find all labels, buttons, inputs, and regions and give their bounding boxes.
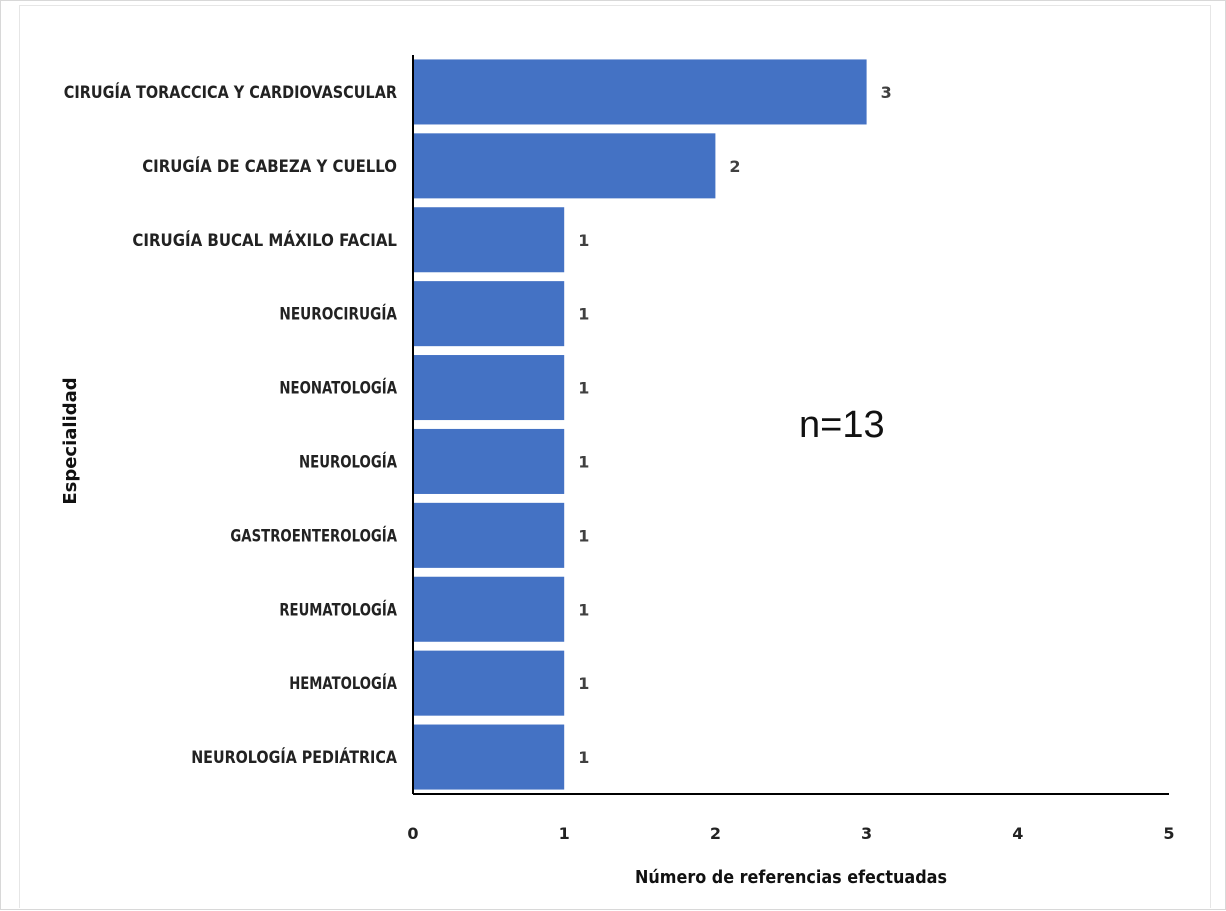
x-tick-label: 4 xyxy=(1012,824,1023,843)
x-tick-label: 2 xyxy=(710,824,721,843)
category-label: GASTROENTEROLOGÍA xyxy=(230,524,397,546)
data-label: 1 xyxy=(578,674,589,693)
category-label: NEONATOLOGÍA xyxy=(279,377,397,399)
x-axis-title: Número de referencias efectuadas xyxy=(635,867,947,888)
x-tick-labels: 0 1 2 3 4 5 xyxy=(407,824,1174,843)
data-label: 1 xyxy=(578,748,589,767)
bar xyxy=(413,59,867,125)
category-label: NEUROCIRUGÍA xyxy=(279,303,397,325)
data-label: 1 xyxy=(578,600,589,619)
bar xyxy=(413,133,716,199)
category-label: REUMATOLOGÍA xyxy=(279,598,397,620)
bar xyxy=(413,724,565,790)
data-label: 1 xyxy=(578,452,589,471)
data-label: 1 xyxy=(578,231,589,250)
data-label: 2 xyxy=(729,157,740,176)
bar xyxy=(413,428,565,494)
bar xyxy=(413,576,565,642)
category-label: CIRUGÍA TORACCICA Y CARDIOVASCULAR xyxy=(64,81,397,103)
data-label: 1 xyxy=(578,305,589,324)
x-tick-label: 5 xyxy=(1163,824,1174,843)
category-label: NEUROLOGÍA xyxy=(299,450,398,472)
data-labels: 3 2 1 1 1 1 1 1 1 1 xyxy=(578,83,892,767)
x-tick-label: 1 xyxy=(559,824,570,843)
category-label: CIRUGÍA BUCAL MÁXILO FACIAL xyxy=(132,229,397,251)
bar xyxy=(413,650,565,716)
category-labels: CIRUGÍA TORACCICA Y CARDIOVASCULAR CIRUGÍ… xyxy=(64,81,398,768)
bars-group xyxy=(413,59,867,790)
bar xyxy=(413,355,565,421)
x-tick-label: 0 xyxy=(407,824,418,843)
bar xyxy=(413,502,565,568)
data-label: 1 xyxy=(578,526,589,545)
category-label: CIRUGÍA DE CABEZA Y CUELLO xyxy=(142,155,397,177)
bar xyxy=(413,281,565,347)
y-axis-title: Especialidad xyxy=(60,377,81,504)
category-label: HEMATOLOGÍA xyxy=(289,672,397,694)
sample-size-annotation: n=13 xyxy=(799,404,885,446)
x-tick-label: 3 xyxy=(861,824,872,843)
data-label: 3 xyxy=(881,83,892,102)
bar xyxy=(413,207,565,273)
data-label: 1 xyxy=(578,379,589,398)
category-label: NEUROLOGÍA PEDIÁTRICA xyxy=(191,746,398,768)
